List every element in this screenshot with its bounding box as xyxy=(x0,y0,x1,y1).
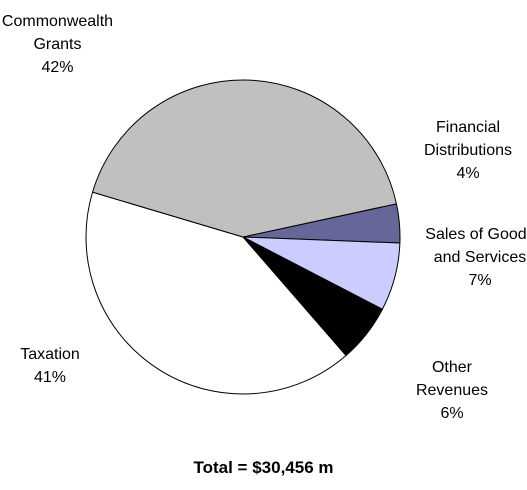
slice-label: Financial Distributions 4% xyxy=(408,116,527,185)
slice-label: Taxation 41% xyxy=(0,343,100,389)
value-label: 42% xyxy=(41,59,74,76)
slice-label: Commonwealth Grants 42% xyxy=(0,10,115,79)
pie-slice xyxy=(85,191,347,395)
category-label: Financial Distributions xyxy=(423,119,513,159)
value-label: 4% xyxy=(456,165,480,182)
slice-label: Sales of Goods and Services 7% xyxy=(424,223,527,292)
category-label: Taxation xyxy=(20,346,80,363)
category-label: Commonwealth Grants xyxy=(1,13,114,53)
value-label: 6% xyxy=(440,405,464,422)
category-label: Sales of Goods and Services xyxy=(425,226,527,266)
chart-title: Total = $30,456 m xyxy=(193,458,334,477)
category-label: Other Revenues xyxy=(415,359,489,399)
value-label: 7% xyxy=(468,272,492,289)
value-label: 41% xyxy=(33,369,67,386)
slice-label: Other Revenues 6% xyxy=(396,356,508,425)
pie-slice xyxy=(91,79,398,238)
